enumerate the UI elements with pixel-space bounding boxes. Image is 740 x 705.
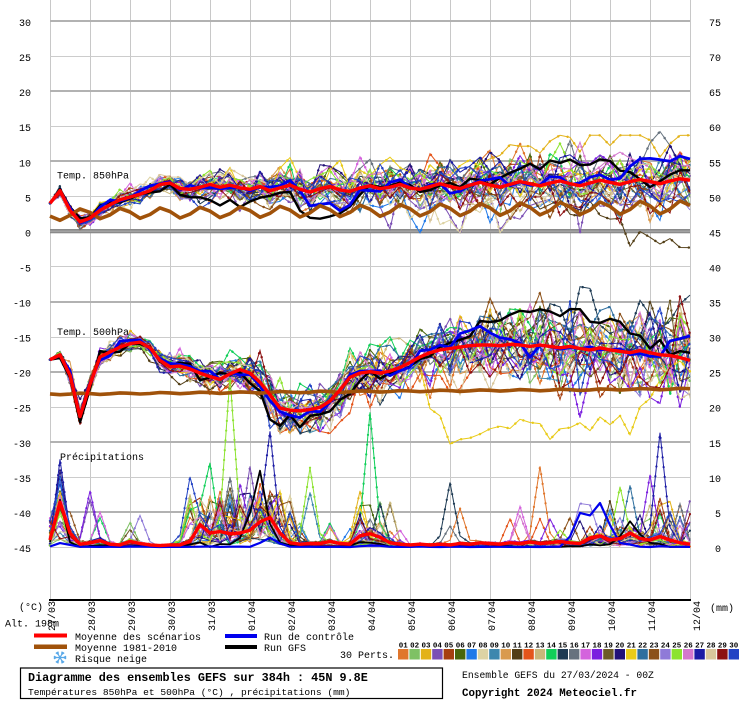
svg-text:Moyenne des scénarios: Moyenne des scénarios bbox=[75, 632, 201, 644]
svg-text:06: 06 bbox=[456, 643, 466, 651]
svg-text:01/04: 01/04 bbox=[247, 601, 259, 631]
svg-text:12/04: 12/04 bbox=[692, 601, 704, 631]
svg-text:40: 40 bbox=[709, 264, 721, 275]
svg-text:Run GFS: Run GFS bbox=[264, 644, 306, 655]
svg-text:25: 25 bbox=[709, 370, 721, 381]
svg-text:Moyenne 1981-2010: Moyenne 1981-2010 bbox=[75, 644, 177, 655]
svg-text:Ensemble GEFS du 27/03/2024 -: Ensemble GEFS du 27/03/2024 - 00Z bbox=[462, 670, 654, 681]
svg-text:55: 55 bbox=[709, 159, 721, 170]
svg-text:23: 23 bbox=[649, 643, 659, 651]
svg-text:04/04: 04/04 bbox=[367, 601, 379, 631]
svg-text:14: 14 bbox=[547, 643, 557, 651]
svg-text:05: 05 bbox=[444, 643, 454, 651]
svg-text:07: 07 bbox=[467, 643, 476, 651]
svg-text:18: 18 bbox=[592, 643, 602, 651]
svg-text:Copyright 2024 Meteociel.fr: Copyright 2024 Meteociel.fr bbox=[462, 688, 637, 700]
svg-text:30: 30 bbox=[19, 19, 31, 30]
svg-text:-20: -20 bbox=[13, 370, 31, 381]
svg-text:02: 02 bbox=[410, 643, 420, 651]
svg-text:24: 24 bbox=[661, 643, 671, 651]
svg-text:22: 22 bbox=[638, 643, 648, 651]
svg-text:10: 10 bbox=[19, 159, 31, 170]
svg-text:05/04: 05/04 bbox=[407, 601, 419, 631]
svg-text:-15: -15 bbox=[13, 335, 31, 346]
svg-text:70: 70 bbox=[709, 54, 721, 65]
svg-text:15: 15 bbox=[709, 440, 721, 451]
svg-text:(°C): (°C) bbox=[19, 602, 43, 614]
svg-text:Temp. 500hPa: Temp. 500hPa bbox=[57, 327, 129, 339]
svg-text:31/03: 31/03 bbox=[207, 601, 219, 631]
svg-text:30 Perts.: 30 Perts. bbox=[340, 651, 394, 662]
svg-text:25: 25 bbox=[672, 643, 682, 651]
svg-text:5: 5 bbox=[25, 194, 31, 205]
svg-text:-10: -10 bbox=[13, 300, 31, 311]
svg-text:30: 30 bbox=[729, 643, 739, 651]
svg-text:25: 25 bbox=[19, 54, 31, 65]
svg-text:-30: -30 bbox=[13, 440, 31, 451]
svg-text:11/04: 11/04 bbox=[647, 601, 659, 631]
svg-text:5: 5 bbox=[715, 510, 721, 521]
svg-text:75: 75 bbox=[709, 19, 721, 30]
svg-text:08: 08 bbox=[478, 643, 488, 651]
svg-text:-40: -40 bbox=[13, 510, 31, 521]
svg-text:Diagramme des ensembles GEFS s: Diagramme des ensembles GEFS sur 384h : … bbox=[28, 671, 368, 685]
svg-text:20: 20 bbox=[19, 89, 31, 100]
svg-text:Temp. 850hPa: Temp. 850hPa bbox=[57, 171, 129, 183]
svg-text:0: 0 bbox=[25, 229, 31, 240]
svg-text:02/04: 02/04 bbox=[287, 601, 299, 631]
svg-text:Run de contrôle: Run de contrôle bbox=[264, 632, 354, 644]
svg-text:11: 11 bbox=[513, 643, 523, 651]
svg-text:15: 15 bbox=[558, 643, 568, 651]
svg-text:50: 50 bbox=[709, 194, 721, 205]
svg-text:07/04: 07/04 bbox=[487, 601, 499, 631]
svg-text:20: 20 bbox=[615, 643, 625, 651]
svg-text:45: 45 bbox=[709, 229, 721, 240]
svg-text:30: 30 bbox=[709, 335, 721, 346]
svg-text:27: 27 bbox=[695, 643, 704, 651]
svg-text:-5: -5 bbox=[19, 264, 31, 275]
svg-text:29/03: 29/03 bbox=[127, 601, 139, 631]
svg-text:12: 12 bbox=[524, 643, 534, 651]
svg-text:09/04: 09/04 bbox=[567, 601, 579, 631]
svg-text:17: 17 bbox=[581, 643, 590, 651]
svg-text:10: 10 bbox=[501, 643, 511, 651]
svg-text:Risque neige: Risque neige bbox=[75, 654, 147, 666]
svg-text:13: 13 bbox=[535, 643, 545, 651]
svg-text:10/04: 10/04 bbox=[607, 601, 619, 631]
svg-text:09: 09 bbox=[490, 643, 500, 651]
svg-text:-35: -35 bbox=[13, 475, 31, 486]
svg-text:21: 21 bbox=[627, 643, 637, 651]
svg-text:65: 65 bbox=[709, 89, 721, 100]
svg-text:16: 16 bbox=[570, 643, 580, 651]
svg-text:10: 10 bbox=[709, 475, 721, 486]
svg-text:35: 35 bbox=[709, 300, 721, 311]
svg-text:28/03: 28/03 bbox=[87, 601, 99, 631]
svg-text:60: 60 bbox=[709, 124, 721, 135]
svg-text:Alt. 198m: Alt. 198m bbox=[5, 619, 59, 631]
svg-text:29: 29 bbox=[718, 643, 728, 651]
svg-text:-25: -25 bbox=[13, 405, 31, 416]
svg-text:08/04: 08/04 bbox=[527, 601, 539, 631]
svg-text:26: 26 bbox=[684, 643, 694, 651]
svg-text:-45: -45 bbox=[13, 545, 31, 556]
svg-text:19: 19 bbox=[604, 643, 614, 651]
svg-text:06/04: 06/04 bbox=[447, 601, 459, 631]
svg-text:28: 28 bbox=[706, 643, 716, 651]
svg-text:03/04: 03/04 bbox=[327, 601, 339, 631]
svg-text:Précipitations: Précipitations bbox=[60, 452, 144, 464]
svg-text:30/03: 30/03 bbox=[167, 601, 179, 631]
svg-text:20: 20 bbox=[709, 405, 721, 416]
svg-text:0: 0 bbox=[715, 545, 721, 556]
svg-text:27/03: 27/03 bbox=[47, 601, 59, 631]
svg-text:04: 04 bbox=[433, 643, 443, 651]
svg-text:01: 01 bbox=[399, 643, 409, 651]
svg-text:(mm): (mm) bbox=[710, 603, 734, 615]
svg-text:15: 15 bbox=[19, 124, 31, 135]
svg-text:Températures 850hPa et 500hPa: Températures 850hPa et 500hPa (°C) , pré… bbox=[28, 687, 350, 698]
svg-text:03: 03 bbox=[421, 643, 431, 651]
